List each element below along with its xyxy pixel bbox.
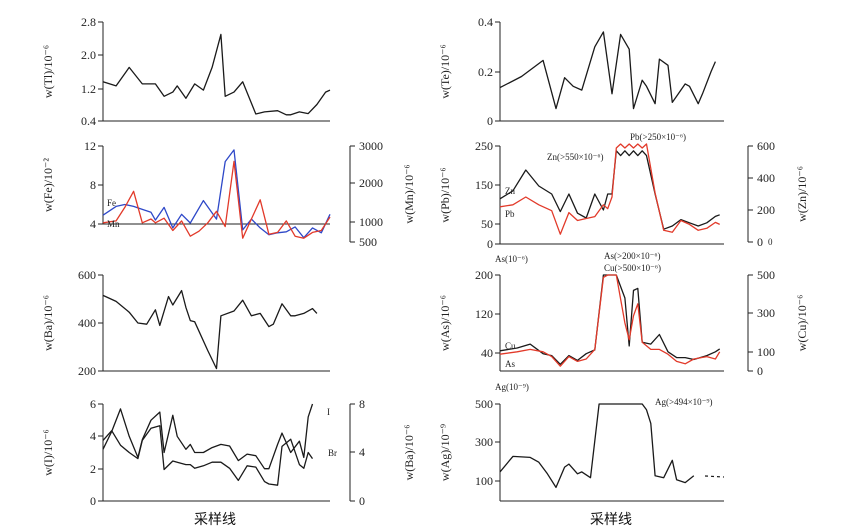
y2-tick-label: 100 [757, 345, 775, 359]
series-line-br [102, 425, 314, 486]
series-label-mn: Mn [107, 219, 120, 229]
series-line-pb [499, 143, 720, 235]
series-label-as: As [505, 359, 515, 369]
annotation-zn: Zn(>550×10⁻⁶) [547, 152, 604, 162]
y-axis-label: w(Ag)/10⁻⁹ [438, 424, 452, 481]
y2-tick-label: 8 [359, 397, 365, 411]
y-tick-label: 500 [475, 397, 493, 411]
series-line-tl [102, 33, 331, 116]
y2-axis-label: w(Cu)/10⁻⁶ [795, 295, 809, 352]
y-axis-label: w(Fe)/10⁻² [41, 158, 55, 212]
series-label-pb: Pb [505, 209, 515, 219]
series-label-zn: Zn [505, 186, 515, 196]
y-axis-label: w(I)/10⁻⁶ [41, 429, 55, 476]
y2-tick-label: 0 [757, 235, 763, 249]
y-tick-label: 600 [78, 268, 96, 282]
y-tick-label: 300 [475, 435, 493, 449]
annotation-ag-unit: Ag(10⁻⁹) [495, 382, 529, 392]
y-axis-label: w(Te)/10⁻⁶ [438, 44, 452, 98]
y-tick-label: 0.4 [478, 15, 493, 29]
series-line-ba [102, 289, 318, 370]
y-tick-label: 0 [487, 114, 493, 128]
y2-tick-label: 400 [757, 171, 775, 185]
series-label-fe: Fe [107, 198, 116, 208]
y2-tick-label: 0 [359, 494, 365, 508]
y2-tick-label: 1000 [359, 215, 383, 229]
y-tick-label: 12 [84, 139, 96, 153]
y-tick-label: 0.2 [478, 65, 493, 79]
x-axis-label-right: 采样线 [590, 512, 632, 528]
series-line-te [499, 31, 716, 110]
y2-tick-label: 500 [757, 268, 775, 282]
series-line-as [499, 274, 721, 367]
series-line-ag [499, 403, 695, 489]
annotation-cu: Cu(>500×10⁻⁶) [604, 263, 661, 273]
y-tick-label: 100 [475, 474, 493, 488]
y2-axis-label: w(Mn)/10⁻⁶ [402, 164, 416, 223]
series-label-br: Br [328, 448, 337, 458]
y-tick-label: 200 [78, 364, 96, 378]
y-tick-label: 250 [475, 139, 493, 153]
series-label-i: I [327, 407, 330, 417]
y-tick-label: 200 [475, 268, 493, 282]
y-tick-label: 2 [90, 462, 96, 476]
y2-tick-label: 3000 [359, 139, 383, 153]
y2-tick-label: 600 [757, 139, 775, 153]
y-axis-label: w(Ba)/10⁻⁶ [41, 295, 55, 351]
y-axis-label: w(Pb)/10⁻⁶ [438, 167, 452, 222]
series-line-fe [102, 149, 331, 239]
y2-tick-label: 300 [757, 306, 775, 320]
y-tick-label: 6 [90, 397, 96, 411]
y-tick-label: 50 [481, 217, 493, 231]
annotation-ag: Ag(>494×10⁻⁹) [655, 397, 713, 407]
y-tick-label: 40 [481, 346, 493, 360]
y-tick-label: 2.0 [81, 48, 96, 62]
y-axis-label: w(Tl)/10⁻⁶ [41, 45, 55, 98]
y-tick-label: 0 [487, 237, 493, 251]
y2-tick-label: 500 [359, 235, 377, 249]
series-line-zn [499, 150, 720, 230]
y2-axis-label: w(Ba)/10⁻⁶ [402, 425, 416, 481]
y-tick-label: 8 [90, 178, 96, 192]
annotation-as: As(>200×10⁻⁶) [604, 251, 661, 261]
series-line-cu [499, 274, 721, 365]
annotation-pb: Pb(>250×10⁻⁶) [630, 132, 686, 142]
y2-tick-label: 0 [757, 364, 763, 378]
series-line-mn [102, 160, 331, 239]
y-tick-label: 0.4 [81, 114, 96, 128]
y-tick-label: 150 [475, 178, 493, 192]
y-tick-label: 4 [90, 429, 96, 443]
ag-dashed-tail [704, 475, 725, 478]
y2-tick-label: 200 [757, 203, 775, 217]
y-tick-label: 0 [90, 494, 96, 508]
annotation-as-unit: As(10⁻⁶) [495, 254, 528, 264]
y-tick-label: 400 [78, 316, 96, 330]
annotation-zn-zero: 0 [768, 237, 773, 247]
y2-axis-label: w(Zn)/10⁻⁶ [795, 166, 809, 222]
y-tick-label: 2.8 [81, 15, 96, 29]
x-axis-label-left: 采样线 [194, 512, 236, 528]
y2-tick-label: 4 [359, 445, 365, 459]
y-tick-label: 1.2 [81, 82, 96, 96]
y2-tick-label: 2000 [359, 176, 383, 190]
y-tick-label: 4 [90, 217, 96, 231]
y-axis-label: w(As)/10⁻⁶ [438, 295, 452, 351]
series-label-cu: Cu [505, 341, 516, 351]
y-tick-label: 120 [475, 307, 493, 321]
